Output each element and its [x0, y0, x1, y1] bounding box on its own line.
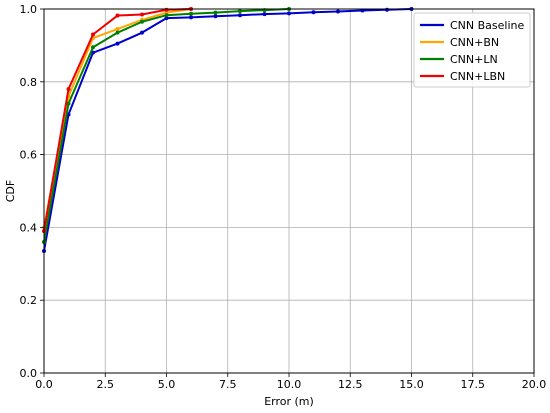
data-point — [238, 9, 242, 14]
legend: CNN Baseline CNN+BN CNN+LN CNN+LBN — [413, 12, 531, 88]
series-0 — [42, 7, 414, 254]
y-tick-label: 0.6 — [20, 149, 38, 162]
data-point — [91, 45, 95, 50]
y-tick-label: 0.4 — [20, 221, 38, 234]
x-tick-label: 7.5 — [219, 378, 237, 391]
y-axis-label: CDF — [4, 180, 17, 202]
series-3 — [42, 7, 193, 234]
x-tick-label: 0.0 — [35, 378, 53, 391]
x-tick-label: 17.5 — [461, 378, 486, 391]
x-axis-label: Error (m) — [264, 395, 314, 408]
data-point — [140, 30, 144, 35]
data-point — [66, 87, 71, 92]
legend-label: CNN+BN — [450, 36, 499, 49]
x-tick-label: 2.5 — [97, 378, 115, 391]
x-tick-label: 20.0 — [522, 378, 547, 391]
y-tick-label: 0.0 — [20, 367, 38, 380]
data-point — [164, 7, 169, 12]
data-point — [66, 101, 71, 106]
data-point — [189, 11, 193, 16]
data-point — [115, 13, 120, 18]
data-point — [262, 12, 267, 17]
data-point — [91, 32, 95, 37]
data-point — [336, 9, 340, 14]
axis-ticks: 0.0 2.5 5.0 7.5 10.0 12.5 15.0 17.5 20.0 0.0 0.2 0.… — [20, 3, 547, 391]
data-point — [164, 16, 169, 21]
y-tick-label: 0.8 — [20, 76, 38, 89]
data-point — [189, 15, 193, 20]
data-point — [213, 14, 218, 19]
x-tick-label: 10.0 — [277, 378, 302, 391]
data-point — [115, 27, 120, 32]
data-point — [140, 12, 144, 17]
y-tick-label: 1.0 — [20, 3, 38, 16]
legend-label: CNN+LBN — [450, 70, 505, 83]
series-line — [43, 8, 412, 252]
data-point — [115, 30, 120, 35]
data-point — [385, 7, 389, 12]
data-point — [140, 19, 144, 24]
data-point — [238, 13, 242, 18]
series-1 — [42, 7, 193, 230]
legend-label: CNN Baseline — [450, 19, 525, 32]
data-point — [287, 11, 291, 16]
series-layer — [42, 7, 414, 254]
data-point — [164, 13, 169, 18]
y-tick-label: 0.2 — [20, 294, 38, 307]
data-point — [115, 41, 120, 46]
x-tick-label: 5.0 — [158, 378, 176, 391]
legend-label: CNN+LN — [450, 53, 498, 66]
data-point — [311, 10, 316, 15]
series-2 — [42, 7, 291, 244]
x-tick-label: 12.5 — [338, 378, 363, 391]
legend-box — [413, 12, 531, 88]
x-tick-label: 15.0 — [399, 378, 424, 391]
data-point — [213, 10, 218, 15]
